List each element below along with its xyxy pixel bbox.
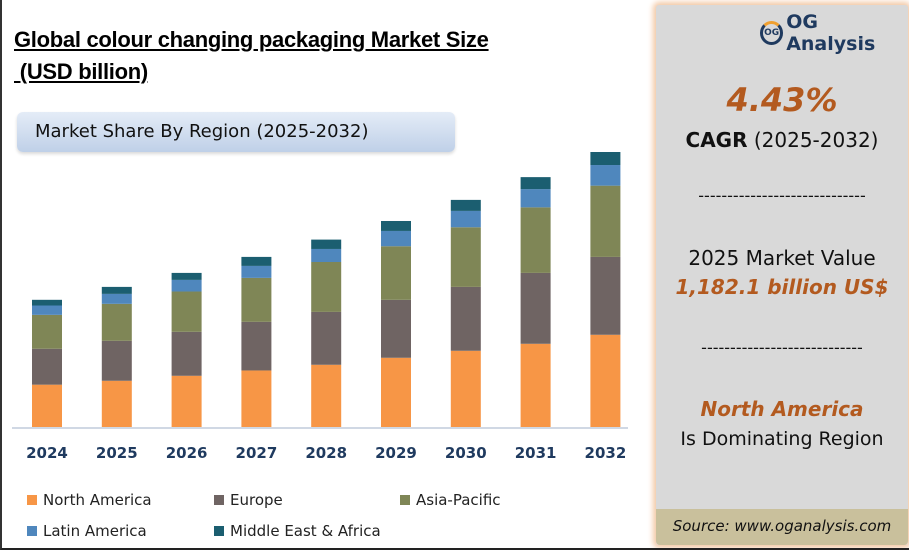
logo-mark-icon: OG bbox=[760, 21, 784, 45]
bar-segment-europe-2030 bbox=[450, 286, 481, 351]
bar-segment-europe-2024 bbox=[32, 348, 62, 385]
bar-segment-middle-east-africa-2027 bbox=[241, 256, 272, 266]
bar-segment-middle-east-africa-2029 bbox=[381, 220, 411, 231]
logo-text: OG Analysis bbox=[786, 11, 876, 55]
subtitle: Market Share By Region (2025-2032) bbox=[35, 121, 369, 142]
bar-segment-middle-east-africa-2026 bbox=[171, 272, 202, 280]
bar-segment-europe-2025 bbox=[101, 340, 132, 381]
x-tick-label: 2029 bbox=[375, 444, 417, 462]
dominating-label: Is Dominating Region bbox=[680, 428, 884, 450]
x-tick-label: 2028 bbox=[305, 444, 347, 462]
bar-segment-north-america-2029 bbox=[381, 357, 411, 427]
legend-swatch bbox=[400, 495, 410, 505]
bar-segment-middle-east-africa-2030 bbox=[450, 199, 481, 211]
bar-segment-north-america-2027 bbox=[241, 370, 272, 427]
legend-label: Europe bbox=[230, 491, 283, 509]
market-value: 1,182.1 billion US$ bbox=[675, 275, 889, 299]
bar-segment-north-america-2032 bbox=[590, 334, 621, 427]
bar-segment-asia-pacific-2030 bbox=[450, 227, 481, 287]
bar-segment-latin-america-2029 bbox=[381, 230, 411, 247]
x-tick-label: 2025 bbox=[96, 444, 138, 462]
bar-segment-north-america-2030 bbox=[450, 350, 481, 427]
bar-segment-europe-2029 bbox=[381, 299, 411, 358]
bar-segment-asia-pacific-2032 bbox=[590, 185, 621, 257]
x-tick-label: 2032 bbox=[585, 444, 627, 462]
bar-segment-middle-east-africa-2025 bbox=[101, 286, 132, 294]
bar-segment-latin-america-2026 bbox=[171, 279, 202, 292]
summary-panel: OG OG Analysis 4.43% CAGR (2025-2032) --… bbox=[656, 5, 908, 545]
legend-swatch bbox=[27, 526, 37, 536]
legend-label: Asia-Pacific bbox=[416, 491, 501, 509]
dominating-region: North America bbox=[700, 397, 864, 421]
legend-item: Europe bbox=[214, 491, 283, 509]
legend-label: North America bbox=[43, 491, 152, 509]
bar-segment-latin-america-2024 bbox=[32, 305, 62, 315]
bar-segment-europe-2027 bbox=[241, 321, 272, 371]
bar-segment-middle-east-africa-2031 bbox=[520, 177, 551, 190]
x-tick-label: 2027 bbox=[236, 444, 278, 462]
bar-segment-latin-america-2031 bbox=[520, 189, 551, 208]
legend-swatch bbox=[27, 495, 37, 505]
source-footer: Source: www.oganalysis.com bbox=[656, 509, 908, 545]
legend-label: Middle East & Africa bbox=[230, 522, 381, 540]
bar-segment-europe-2028 bbox=[311, 311, 342, 365]
title-line-1: Global colour changing packaging Market … bbox=[14, 27, 489, 52]
x-tick-label: 2031 bbox=[515, 444, 557, 462]
bar-segment-north-america-2025 bbox=[101, 380, 132, 427]
bar-segment-asia-pacific-2024 bbox=[32, 314, 62, 349]
separator: ---------------------------- bbox=[701, 338, 863, 357]
bar-segment-asia-pacific-2031 bbox=[520, 207, 551, 273]
market-value-label: 2025 Market Value bbox=[688, 246, 876, 270]
legend-item: North America bbox=[27, 491, 152, 509]
legend-label: Latin America bbox=[43, 522, 147, 540]
bar-segment-latin-america-2032 bbox=[590, 165, 621, 186]
legend-swatch bbox=[214, 495, 224, 505]
bar-segment-asia-pacific-2027 bbox=[241, 277, 272, 322]
legend-item: Latin America bbox=[27, 522, 147, 540]
bar-segment-asia-pacific-2026 bbox=[171, 291, 202, 332]
separator: ----------------------------- bbox=[698, 186, 866, 205]
chart-title: Global colour changing packaging Market … bbox=[14, 24, 489, 88]
bar-segment-latin-america-2027 bbox=[241, 265, 272, 278]
bar-segment-north-america-2028 bbox=[311, 364, 342, 427]
bar-segment-europe-2026 bbox=[171, 331, 202, 376]
bar-segment-north-america-2031 bbox=[520, 343, 551, 427]
legend-swatch bbox=[214, 526, 224, 536]
cagr-value: 4.43% bbox=[726, 81, 838, 119]
bar-segment-latin-america-2028 bbox=[311, 248, 342, 262]
x-tick-label: 2024 bbox=[26, 444, 68, 462]
bar-segment-latin-america-2025 bbox=[101, 293, 132, 304]
bar-segment-asia-pacific-2025 bbox=[101, 303, 132, 341]
bar-segment-europe-2031 bbox=[520, 272, 551, 344]
legend-item: Asia-Pacific bbox=[400, 491, 501, 509]
bar-segment-middle-east-africa-2032 bbox=[590, 152, 621, 166]
bar-segment-north-america-2026 bbox=[171, 375, 202, 427]
og-analysis-logo: OG OG Analysis bbox=[760, 11, 908, 55]
subtitle-box: Market Share By Region (2025-2032) bbox=[17, 112, 455, 152]
bar-segment-europe-2032 bbox=[590, 256, 621, 335]
title-line-2: (USD billion) bbox=[14, 59, 148, 84]
bar-segment-north-america-2024 bbox=[32, 384, 62, 427]
bar-segment-asia-pacific-2028 bbox=[311, 262, 342, 312]
legend-item: Middle East & Africa bbox=[214, 522, 381, 540]
bar-segment-asia-pacific-2029 bbox=[381, 246, 411, 300]
bar-segment-middle-east-africa-2028 bbox=[311, 239, 342, 249]
stacked-bar-chart: 2024 2025 2026 2027 2028 2029 2030 2031 2032 bbox=[12, 152, 628, 462]
bar-segment-middle-east-africa-2024 bbox=[32, 299, 62, 306]
cagr-label: CAGR (2025-2032) bbox=[685, 128, 879, 152]
x-tick-label: 2030 bbox=[445, 444, 487, 462]
x-tick-label: 2026 bbox=[166, 444, 208, 462]
bar-segment-latin-america-2030 bbox=[450, 210, 481, 228]
